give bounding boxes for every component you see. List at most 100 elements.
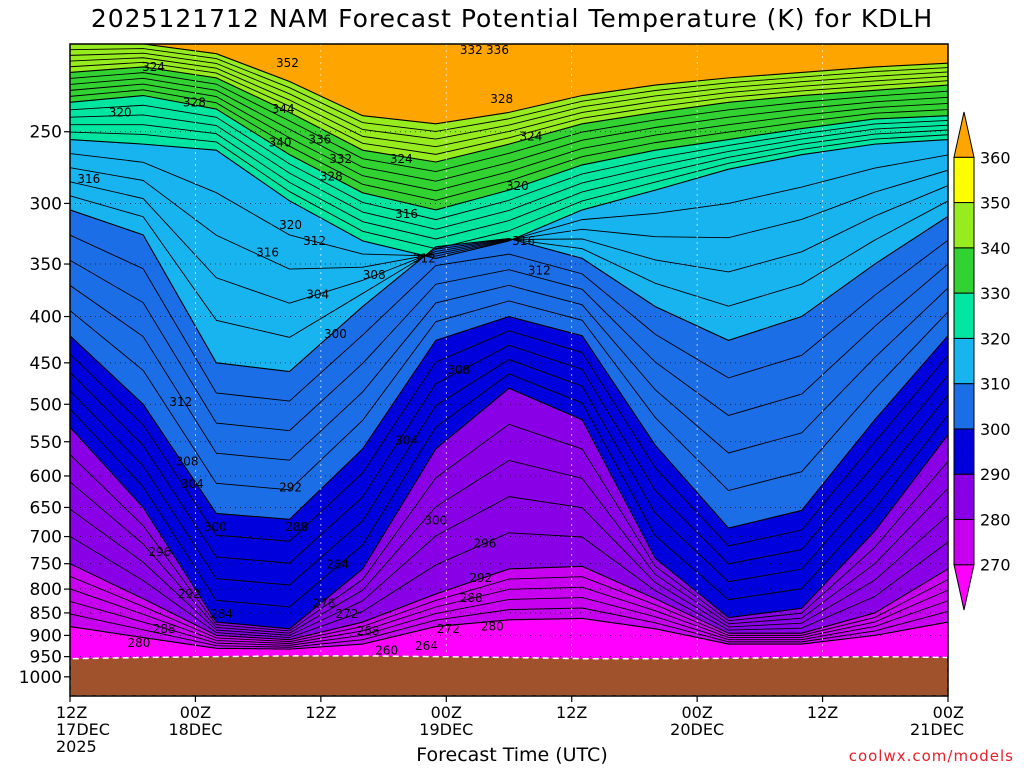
credit-link[interactable]: coolwx.com/models [848,747,1014,765]
ground-fill [70,655,948,696]
isentrope-sub-contour [70,104,948,221]
isentrope-sub-contour [70,300,948,492]
colorbar-swatch [953,428,975,475]
isentrope-sub-contour [70,52,948,140]
contour-label: 280 [128,636,151,650]
contour-label: 280 [481,620,504,634]
y-tick-label: 900 [30,626,62,646]
contour-label: 292 [469,571,492,585]
isentrope-sub-contour [70,344,948,565]
y-tick-label: 400 [30,308,62,328]
contour-label: 304 [181,477,204,491]
isentrope-sub-contour [70,124,948,240]
y-tick-label: 350 [30,255,62,275]
x-tick-label: 19DEC [419,720,473,739]
y-tick-label: 250 [30,123,62,143]
contour-label: 300 [204,520,227,534]
x-tick-label: 12Z [56,703,87,722]
y-tick-label: 700 [30,528,62,548]
band-fill-280 [70,388,948,696]
contour-label: 332 [329,152,352,166]
contour-label: 336 [308,133,331,147]
contour-label: 336 [486,43,509,57]
contour-label: 332 [460,43,483,57]
colorbar: 270 280 290 300 310 320 330 340 350 360 [953,111,1011,611]
isentrope-320 [70,138,948,259]
x-tick-label: 20DEC [670,720,724,739]
x-tick-label: 2025 [56,737,97,756]
x-tick-label: 21DEC [910,720,964,739]
y-tick-label: 950 [30,648,62,668]
contour-label: 292 [279,481,302,495]
colorbar-label: 280 [980,510,1011,529]
isentrope-sub-contour [70,167,948,270]
isentrope-sub-contour [70,61,948,155]
isentrope-270 [70,617,948,650]
contour-label: 316 [512,234,535,248]
contour-label: 308 [447,363,470,377]
contour-label: 296 [148,545,171,559]
isentrope-300 [70,315,948,529]
isentrope-sub-contour [70,89,948,201]
contour-label: 288 [460,591,483,605]
x-tick-label: 17DEC [56,720,110,739]
contour-label: 292 [178,587,201,601]
x-tick-label: 12Z [556,703,587,722]
colorbar-swatch [953,247,975,294]
isentrope-330 [70,94,948,211]
isentrope-sub-contour [70,48,948,132]
isentrope-sub-contour [70,83,948,192]
contour-label: 312 [303,234,326,248]
contour-label: 304 [306,287,329,301]
contour-label: 264 [415,639,438,653]
y-tick-label: 500 [30,395,62,415]
contour-label: 328 [490,92,513,106]
contour-label: 296 [474,536,497,550]
x-tick-label: 00Z [681,703,712,722]
y-tick-label: 650 [30,498,62,518]
colorbar-swatch-bottom [953,564,975,611]
contour-label: 340 [269,136,292,150]
isentrope-sub-contour [70,234,948,402]
contour-label: 272 [437,622,460,636]
contour-label: 352 [276,56,299,70]
contour-label: 312 [169,395,192,409]
y-tick-label: 1000 [19,668,62,688]
x-tick-label: 00Z [933,703,964,722]
colorbar-swatch [953,473,975,520]
contour-label: 312 [528,264,551,278]
colorbar-label: 330 [980,284,1011,303]
x-tick-label: 00Z [180,703,211,722]
colorbar-label: 360 [980,148,1011,167]
x-tick-label: 18DEC [168,720,222,739]
contour-label: 320 [506,179,529,193]
isentrope-sub-contour [70,373,948,608]
x-tick-label: 00Z [431,703,462,722]
colorbar-swatch [953,202,975,249]
colorbar-label: 350 [980,194,1011,213]
contour-label: 324 [142,60,165,74]
contour-label: 308 [176,454,199,468]
isentrope-310 [70,209,948,373]
isentrope-sub-contour [70,423,948,632]
isentrope-280 [70,563,948,641]
contour-label: 344 [272,102,295,116]
colorbar-swatch-top [953,111,975,158]
isentrope-sub-contour [70,114,948,230]
isentrope-290 [70,387,948,630]
isentrope-sub-contour [70,77,948,182]
y-tick-label: 300 [30,194,62,214]
isentrope-sub-contour [70,57,948,148]
y-tick-label: 550 [30,433,62,453]
isentrope-sub-contour [70,575,948,643]
isentrope-sub-contour [70,496,948,636]
contour-label: 260 [375,643,398,657]
isentrope-sub-contour [70,460,948,634]
contour-label: 276 [313,597,336,611]
y-tick-label: 850 [30,604,62,624]
isentrope-sub-contour [70,330,948,547]
contour-label: 284 [210,607,233,621]
